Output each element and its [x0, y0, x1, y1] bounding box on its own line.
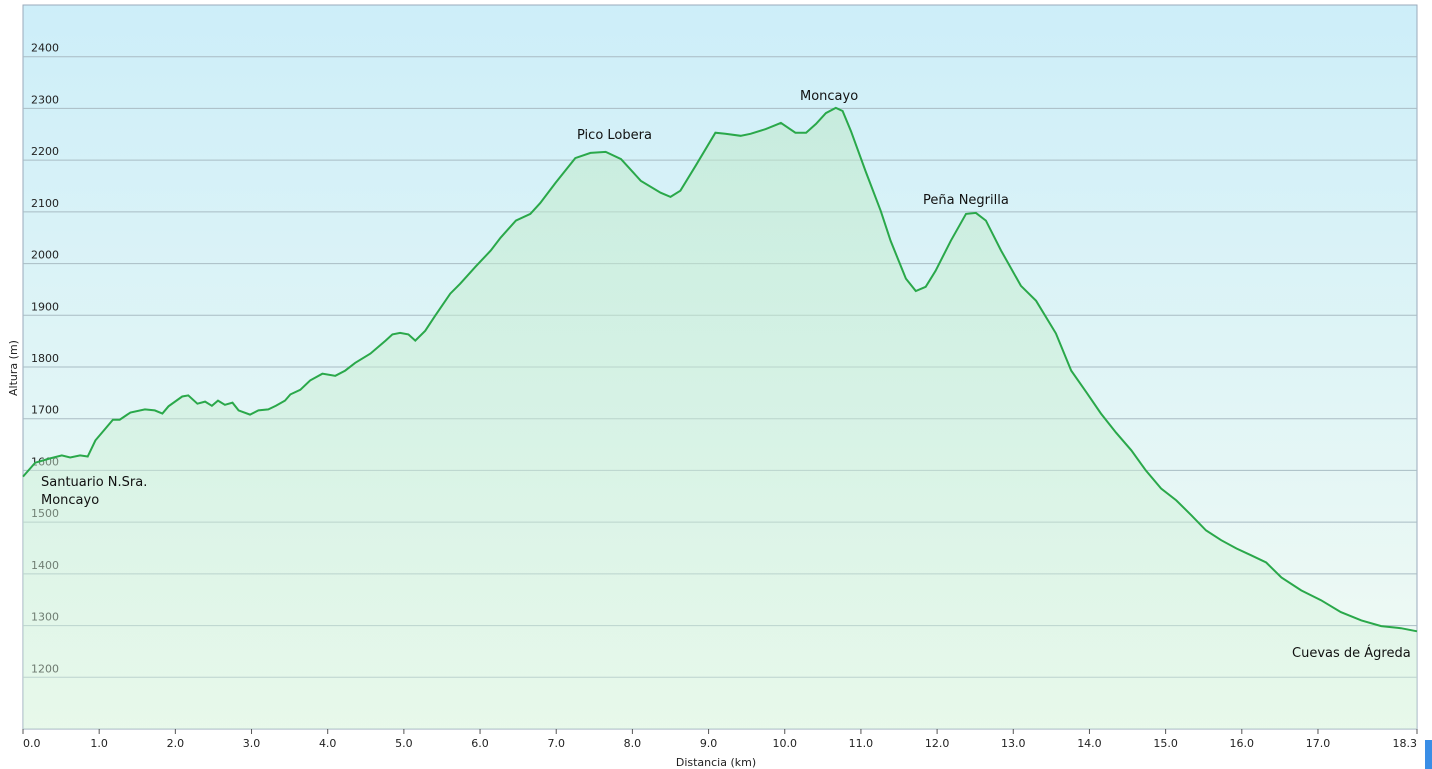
x-tick-label: 5.0	[395, 737, 413, 750]
x-tick-label: 1.0	[90, 737, 108, 750]
y-tick-label: 1900	[31, 300, 59, 313]
x-axis-title: Distancia (km)	[676, 756, 756, 769]
x-tick-label: 3.0	[243, 737, 261, 750]
x-tick-label: 9.0	[700, 737, 718, 750]
x-tick-label: 16.0	[1230, 737, 1255, 750]
y-tick-label: 2200	[31, 145, 59, 158]
y-axis-title: Altura (m)	[7, 340, 20, 396]
annotation: Cuevas de Ágreda	[1292, 646, 1411, 661]
scrollbar	[1425, 740, 1432, 769]
x-tick-label: 11.0	[849, 737, 874, 750]
y-tick-label: 1700	[31, 404, 59, 417]
annotation: Santuario N.Sra. Moncayo	[41, 475, 148, 508]
x-tick-label: 8.0	[624, 737, 642, 750]
y-tick-label: 2000	[31, 249, 59, 262]
x-tick-label: 10.0	[772, 737, 797, 750]
x-tick-label: 4.0	[319, 737, 337, 750]
y-tick-label: 1800	[31, 352, 59, 365]
x-tick-label: 14.0	[1077, 737, 1102, 750]
x-tick-label: 13.0	[1001, 737, 1026, 750]
x-tick-label: 12.0	[925, 737, 950, 750]
y-tick-label: 2400	[31, 42, 59, 55]
x-tick-label: 6.0	[471, 737, 489, 750]
x-tick-label: 7.0	[547, 737, 565, 750]
x-tick-label: 17.0	[1306, 737, 1331, 750]
y-tick-label: 2300	[31, 93, 59, 106]
y-tick-label: 2100	[31, 197, 59, 210]
x-tick-label: 2.0	[167, 737, 185, 750]
x-tick-label: 0.0	[23, 737, 41, 750]
annotation: Moncayo	[800, 89, 859, 104]
annotation: Pico Lobera	[577, 128, 652, 143]
x-tick-label: 15.0	[1153, 737, 1178, 750]
x-tick-label: 18.3	[1393, 737, 1418, 750]
line	[22, 106, 1418, 633]
annotation: Peña Negrilla	[923, 193, 1009, 208]
area	[23, 107, 1417, 729]
